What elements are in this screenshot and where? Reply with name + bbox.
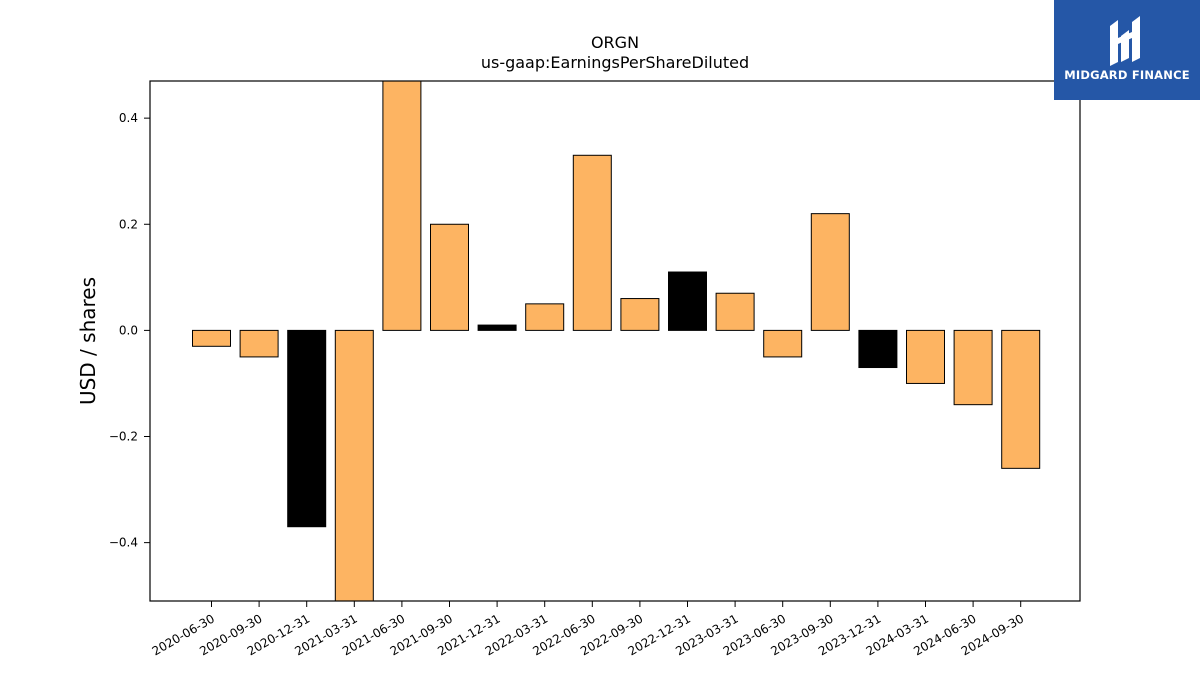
bar-2022-09-30	[620, 298, 660, 331]
bar-2023-12-31	[858, 329, 898, 369]
bars-group	[192, 80, 1041, 602]
y-tick-label: −0.4	[109, 536, 138, 550]
bar-2021-06-30	[382, 80, 422, 331]
plot-frame	[149, 80, 1081, 602]
bar-2023-09-30	[810, 213, 850, 331]
bar-2022-12-31	[668, 271, 707, 331]
y-tick-label: 0.2	[119, 217, 138, 231]
midgard-finance-logo: MIDGARD FINANCE	[1054, 0, 1200, 100]
bar-2020-09-30	[239, 329, 279, 358]
bar-2024-06-30	[953, 329, 993, 406]
bar-2023-03-31	[715, 292, 755, 331]
bar-2024-03-31	[906, 329, 945, 384]
y-axis: −0.4 −0.2 0.0 0.2 0.4	[109, 111, 150, 550]
bar-2021-09-30	[430, 223, 469, 331]
y-axis-label: USD / shares	[76, 277, 100, 405]
bar-2021-12-31	[477, 324, 517, 331]
bar-2022-03-31	[525, 303, 565, 331]
y-tick-label: 0.4	[119, 111, 138, 125]
logo-text: MIDGARD FINANCE	[1064, 68, 1190, 82]
chart-title: ORGN	[591, 33, 639, 52]
bar-2020-12-31	[287, 329, 327, 528]
chart-subtitle: us-gaap:EarningsPerShareDiluted	[481, 53, 749, 72]
y-tick-label: 0.0	[119, 323, 138, 337]
logo-mark-icon	[1110, 16, 1140, 66]
x-axis: 2020-06-302020-09-302020-12-312021-03-31…	[150, 601, 1026, 658]
bar-2023-06-30	[763, 329, 803, 358]
bar-2022-06-30	[572, 154, 612, 331]
y-tick-label: −0.2	[109, 430, 138, 444]
bar-2021-03-31	[334, 329, 374, 602]
bar-2024-09-30	[1001, 329, 1041, 469]
bar-2020-06-30	[192, 329, 231, 347]
